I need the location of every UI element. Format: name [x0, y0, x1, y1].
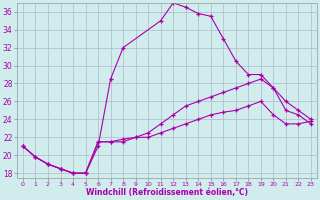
X-axis label: Windchill (Refroidissement éolien,°C): Windchill (Refroidissement éolien,°C) — [86, 188, 248, 197]
